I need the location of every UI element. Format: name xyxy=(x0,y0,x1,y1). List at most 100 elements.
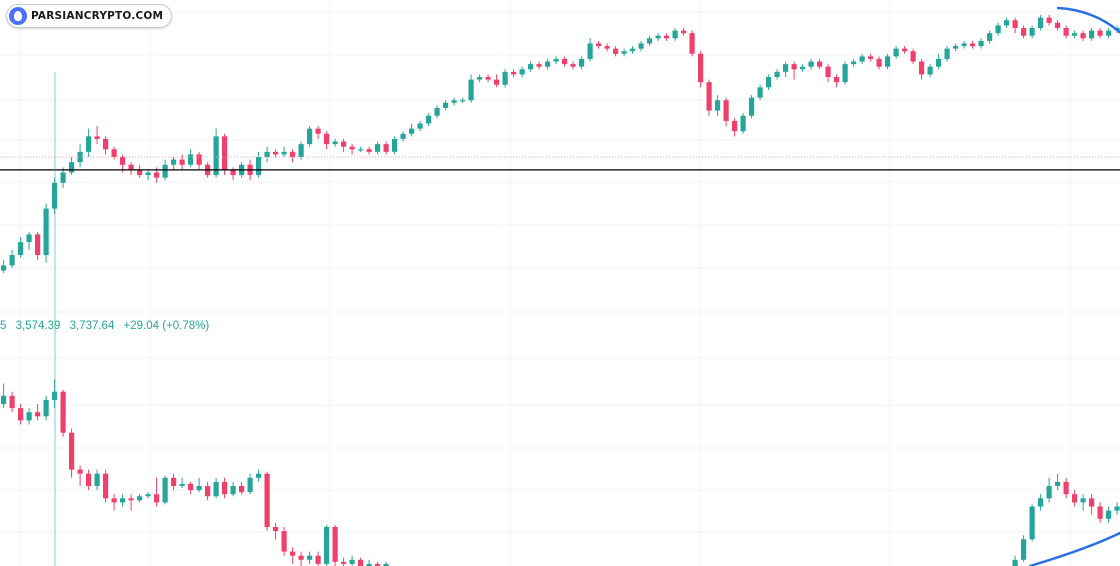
candle-body xyxy=(562,58,568,65)
candle-body xyxy=(222,136,228,170)
candle-body xyxy=(298,555,304,560)
candle-body xyxy=(230,169,236,176)
lower-seg0-candle-33 xyxy=(281,527,287,556)
upper-candle-52 xyxy=(443,100,449,111)
candle-body xyxy=(103,473,109,499)
candle-body xyxy=(349,146,355,150)
annotation-arc-top xyxy=(1056,6,1120,34)
candle-body xyxy=(859,56,865,62)
candle-body xyxy=(332,141,338,145)
lower-seg0-candle-10 xyxy=(86,469,92,491)
candle-body xyxy=(1012,20,1018,28)
upper-candle-41 xyxy=(349,144,355,155)
candle-body xyxy=(426,115,432,124)
candle-body xyxy=(383,563,389,566)
upper-candle-77 xyxy=(655,33,661,41)
upper-candle-60 xyxy=(511,69,517,78)
upper-candle-72 xyxy=(613,46,619,57)
candle-body xyxy=(579,58,585,67)
candle-body xyxy=(749,97,755,116)
upper-candle-66 xyxy=(562,56,568,67)
candle-body xyxy=(213,481,219,497)
candle-body xyxy=(86,136,92,152)
upper-candle-39 xyxy=(332,138,338,147)
candle-body xyxy=(196,154,202,165)
candle-body xyxy=(128,164,134,170)
candle-body xyxy=(86,473,92,486)
candle-body xyxy=(774,71,780,78)
candle-body xyxy=(825,66,831,78)
upper-candle-68 xyxy=(579,56,585,70)
lower-seg0-candle-2 xyxy=(18,404,24,425)
lower-seg0-candle-11 xyxy=(94,469,100,491)
upper-candle-36 xyxy=(307,126,313,147)
candle-body xyxy=(1063,28,1069,36)
upper-candle-54 xyxy=(460,97,466,103)
upper-candle-55 xyxy=(468,74,474,103)
upper-candle-80 xyxy=(681,28,687,36)
candle-body xyxy=(876,58,882,67)
candle-body xyxy=(120,498,126,503)
lower-seg0-candle-30 xyxy=(256,469,262,482)
candle-body xyxy=(60,172,66,183)
upper-candle-99 xyxy=(842,61,848,85)
candle-body xyxy=(1072,33,1078,36)
candle-body xyxy=(188,154,194,165)
candle-body xyxy=(1038,17,1044,28)
upper-candle-64 xyxy=(545,58,551,70)
upper-candle-87 xyxy=(740,113,746,134)
upper-candle-120 xyxy=(1021,25,1027,39)
lower-seg0-candle-22 xyxy=(188,481,194,495)
candle-body xyxy=(477,77,483,80)
candle-body xyxy=(970,43,976,47)
lower-seg0-candle-44 xyxy=(375,561,381,566)
candle-body xyxy=(290,551,296,556)
candle-body xyxy=(961,43,967,47)
upper-candle-112 xyxy=(953,43,959,52)
upper-candle-46 xyxy=(392,136,398,155)
candle-body xyxy=(18,408,24,421)
candle-body xyxy=(213,136,219,176)
candle-body xyxy=(256,157,262,176)
upper-candle-107 xyxy=(910,48,916,65)
upper-candle-57 xyxy=(485,74,491,83)
candle-body xyxy=(409,128,415,134)
upper-candle-12 xyxy=(103,136,109,155)
candle-body xyxy=(791,64,797,70)
candle-body xyxy=(239,486,245,493)
upper-candle-126 xyxy=(1072,30,1078,39)
upper-candle-83 xyxy=(706,79,712,116)
upper-candle-74 xyxy=(630,46,636,54)
upper-candle-49 xyxy=(417,120,423,132)
upper-candle-32 xyxy=(273,149,279,157)
candle-body xyxy=(460,100,466,102)
lower-seg0-candle-15 xyxy=(128,494,134,511)
lower-seg1-candle-131 xyxy=(1114,502,1120,515)
lower-seg0-candle-1 xyxy=(9,391,15,413)
legend-close-value: 3,737.64 xyxy=(69,320,115,332)
upper-candle-34 xyxy=(290,149,296,163)
candle-body xyxy=(468,79,474,101)
candle-body xyxy=(1072,494,1078,503)
lower-seg0-candle-24 xyxy=(205,481,211,501)
candle-body xyxy=(817,61,823,67)
lower-seg0-candle-0 xyxy=(1,383,7,409)
candle-body xyxy=(944,48,950,59)
lower-seg0-candle-14 xyxy=(120,494,126,507)
candle-body xyxy=(953,46,959,49)
candle-body xyxy=(264,473,270,527)
candle-body xyxy=(349,559,355,564)
upper-candle-17 xyxy=(145,169,151,181)
upper-candle-108 xyxy=(919,58,925,80)
upper-candle-2 xyxy=(18,236,24,258)
candle-body xyxy=(9,255,15,266)
upper-candle-56 xyxy=(477,74,483,83)
candle-body xyxy=(664,35,670,39)
candle-body xyxy=(1089,498,1095,507)
lower-seg0-candle-13 xyxy=(111,494,117,511)
lower-seg1-candle-128 xyxy=(1089,494,1095,515)
candle-body xyxy=(188,483,194,491)
candle-body xyxy=(1080,498,1086,503)
upper-candle-58 xyxy=(494,74,500,88)
